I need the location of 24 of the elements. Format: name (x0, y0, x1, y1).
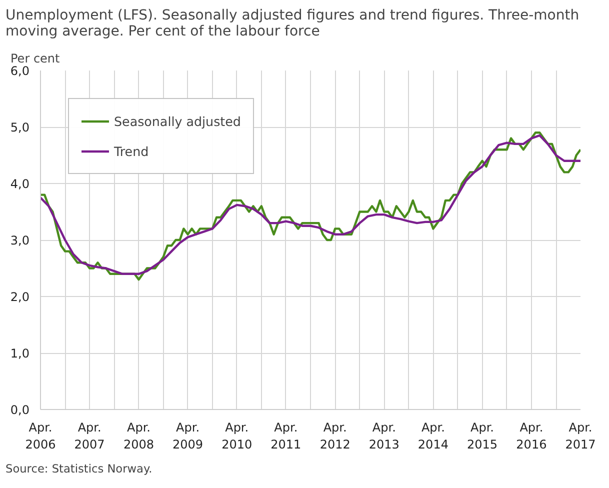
y-tick-label: 5,0 (10, 120, 30, 134)
x-tick-label: Apr. 2007 (74, 420, 105, 452)
x-tick-label: Apr. 2012 (320, 420, 350, 452)
y-tick-label: 2,0 (10, 290, 30, 304)
x-tick-label: Apr. 2014 (418, 420, 448, 452)
x-tick-label: Apr. 2009 (172, 420, 204, 452)
y-tick-label: 3,0 (10, 234, 30, 248)
x-tick-label: Apr. 2010 (222, 420, 252, 452)
legend-label: Seasonally adjusted (114, 114, 241, 128)
x-tick-label: Apr. 2017 (565, 420, 596, 452)
x-tick-label: Apr. 2006 (25, 420, 56, 452)
x-tick-label: Apr. 2008 (123, 420, 154, 452)
y-tick-label: 0,0 (10, 403, 30, 417)
y-axis-title: Per cent (10, 52, 60, 66)
x-tick-label: Apr. 2011 (270, 420, 302, 452)
y-tick-label: 1,0 (10, 346, 30, 360)
x-tick-label: Apr. 2013 (368, 420, 400, 452)
x-tick-label: Apr. 2015 (466, 420, 498, 452)
y-tick-label: 6,0 (10, 64, 30, 78)
legend-label: Trend (114, 144, 149, 158)
chart-title: Unemployment (LFS). Seasonally adjusted figures and trend figures. Three-month moving average. Per cent of the labour force (6, 8, 580, 40)
y-tick-label: 4,0 (10, 177, 30, 191)
source-note: Source: Statistics Norway. (6, 462, 152, 476)
x-tick-label: Apr. 2016 (516, 420, 547, 452)
